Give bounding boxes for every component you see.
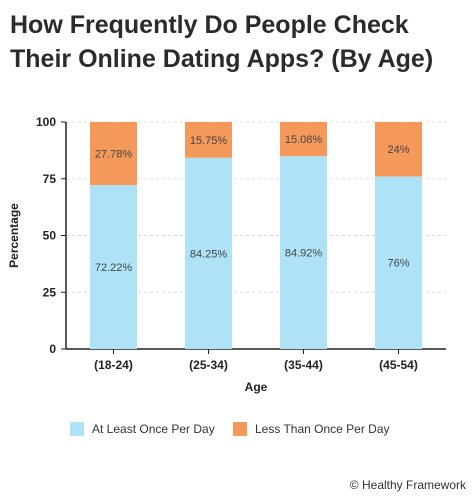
x-tick-label: (18-24) [94, 358, 133, 372]
bar-segment [185, 157, 232, 349]
y-axis-title: Percentage [7, 203, 21, 268]
x-tick-label: (25-34) [189, 358, 228, 372]
legend-swatch [70, 422, 84, 436]
x-axis-title: Age [245, 380, 268, 394]
x-tick-label: (45-54) [379, 358, 418, 372]
data-label: 84.92% [285, 248, 323, 260]
y-tick-label: 50 [43, 229, 57, 243]
credit-text: © Healthy Framework [349, 478, 466, 492]
data-label: 15.08% [285, 134, 323, 146]
y-tick-label: 75 [43, 172, 57, 186]
y-tick-label: 0 [49, 342, 56, 356]
bar-segment [375, 176, 422, 349]
bar-segment [90, 122, 137, 186]
bar-segment [280, 122, 327, 157]
data-label: 15.75% [190, 135, 228, 147]
legend-label: At Least Once Per Day [92, 422, 215, 436]
data-label: 27.78% [95, 149, 133, 161]
legend-label: Less Than Once Per Day [255, 422, 390, 436]
y-tick-label: 25 [43, 285, 57, 299]
bar-segment [375, 122, 422, 177]
bar-segment [90, 185, 137, 349]
y-tick-label: 100 [36, 115, 56, 129]
legend-swatch [233, 422, 247, 436]
bar-segment [280, 156, 327, 349]
chart-title: How Frequently Do People Check Their Onl… [10, 11, 434, 73]
data-label: 76% [387, 258, 409, 270]
x-tick-label: (35-44) [284, 358, 323, 372]
data-label: 84.25% [190, 248, 228, 260]
data-label: 24% [387, 144, 409, 156]
data-label: 72.22% [95, 262, 133, 274]
bar-segment [185, 122, 232, 158]
